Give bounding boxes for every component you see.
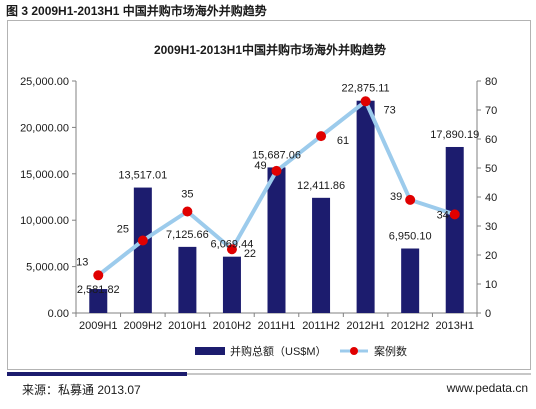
chart-svg: 2009H1-2013H1中国并购市场海外并购趋势 0.00 5,000.00 10,…	[20, 42, 497, 358]
x-axis-tick-label: 2010H2	[213, 320, 252, 332]
right-axis-tick-label: 40	[485, 192, 497, 204]
footer-divider-dark	[7, 372, 187, 376]
line-data-label: 73	[383, 104, 395, 116]
line-point	[449, 209, 460, 220]
right-axis-tick-label: 20	[485, 250, 497, 262]
line-point	[360, 96, 371, 107]
line-data-label: 25	[117, 224, 129, 236]
chart-frame: 2009H1-2013H1中国并购市场海外并购趋势 0.00 5,000.00 10,…	[7, 20, 531, 370]
bar	[401, 248, 420, 313]
line-data-label: 61	[337, 135, 349, 147]
bar	[356, 100, 375, 313]
x-axis-tick-label: 2011H2	[302, 320, 340, 332]
right-axis-tick-label: 60	[485, 134, 497, 146]
line-point	[93, 270, 104, 281]
left-axis-tick-label: 10,000.00	[20, 215, 69, 227]
line-data-label: 35	[181, 189, 193, 201]
right-axis-tick-label: 30	[485, 221, 497, 233]
chart-title: 2009H1-2013H1中国并购市场海外并购趋势	[154, 42, 386, 57]
bar	[133, 187, 152, 313]
right-axis-tick-label: 50	[485, 163, 497, 175]
right-axis-tick-label: 70	[485, 105, 497, 117]
bar	[267, 167, 286, 313]
right-axis-tick-label: 0	[485, 308, 491, 320]
line-point	[405, 194, 416, 205]
line-point	[226, 244, 237, 255]
legend-line-label: 案例数	[374, 344, 407, 358]
bar	[89, 289, 108, 313]
line-point	[316, 131, 327, 142]
bar	[222, 256, 241, 313]
x-axis-tick-label: 2012H1	[346, 320, 385, 332]
right-axis-tick-label: 10	[485, 279, 497, 291]
line-data-label: 22	[244, 248, 256, 260]
left-axis-tick-label: 20,000.00	[20, 122, 69, 134]
bar-data-label: 13,517.01	[118, 170, 167, 182]
bar	[178, 246, 197, 313]
footer-divider-light	[187, 373, 531, 375]
x-axis-tick-label: 2013H1	[435, 320, 474, 332]
bar	[445, 146, 464, 313]
x-axis-tick-label: 2011H1	[258, 320, 296, 332]
bar	[312, 197, 331, 313]
legend-bar-swatch	[195, 347, 225, 355]
bar-data-label: 7,125.66	[166, 229, 209, 241]
left-axis-tick-label: 0.00	[48, 308, 69, 320]
left-axis-tick-label: 25,000.00	[20, 76, 69, 88]
line-data-label: 13	[76, 256, 88, 268]
bar-data-label: 17,890.19	[430, 129, 479, 141]
figure-title: 图 3 2009H1-2013H1 中国并购市场海外并购趋势	[6, 4, 267, 18]
bar-data-label: 6,950.10	[389, 231, 432, 243]
right-axis-tick-label: 80	[485, 76, 497, 88]
line-point	[271, 165, 282, 176]
line-data-label: 34	[437, 209, 449, 221]
website-note: www.pedata.cn	[446, 381, 528, 395]
legend-bar-label: 并购总额（US$M）	[230, 344, 327, 358]
line-point	[137, 235, 148, 246]
left-axis-tick-label: 5,000.00	[26, 262, 69, 274]
bar-data-label: 2,581.82	[77, 284, 120, 296]
line-data-label: 39	[390, 191, 402, 203]
line-data-label: 49	[254, 160, 266, 172]
line-point	[182, 206, 193, 217]
x-axis-tick-label: 2012H2	[391, 320, 430, 332]
bar-data-label: 15,687.06	[252, 149, 301, 161]
left-axis-tick-label: 15,000.00	[20, 169, 69, 181]
x-axis-tick-label: 2009H2	[124, 320, 163, 332]
x-axis-tick-label: 2010H1	[168, 320, 207, 332]
legend-line-marker	[350, 347, 358, 355]
bar-data-label: 12,411.86	[297, 180, 345, 192]
x-axis-tick-label: 2009H1	[79, 320, 118, 332]
source-note: 来源：私募通 2013.07	[22, 383, 141, 397]
bar-data-label: 6,069.44	[211, 239, 254, 251]
bar-data-label: 22,875.11	[342, 83, 390, 95]
